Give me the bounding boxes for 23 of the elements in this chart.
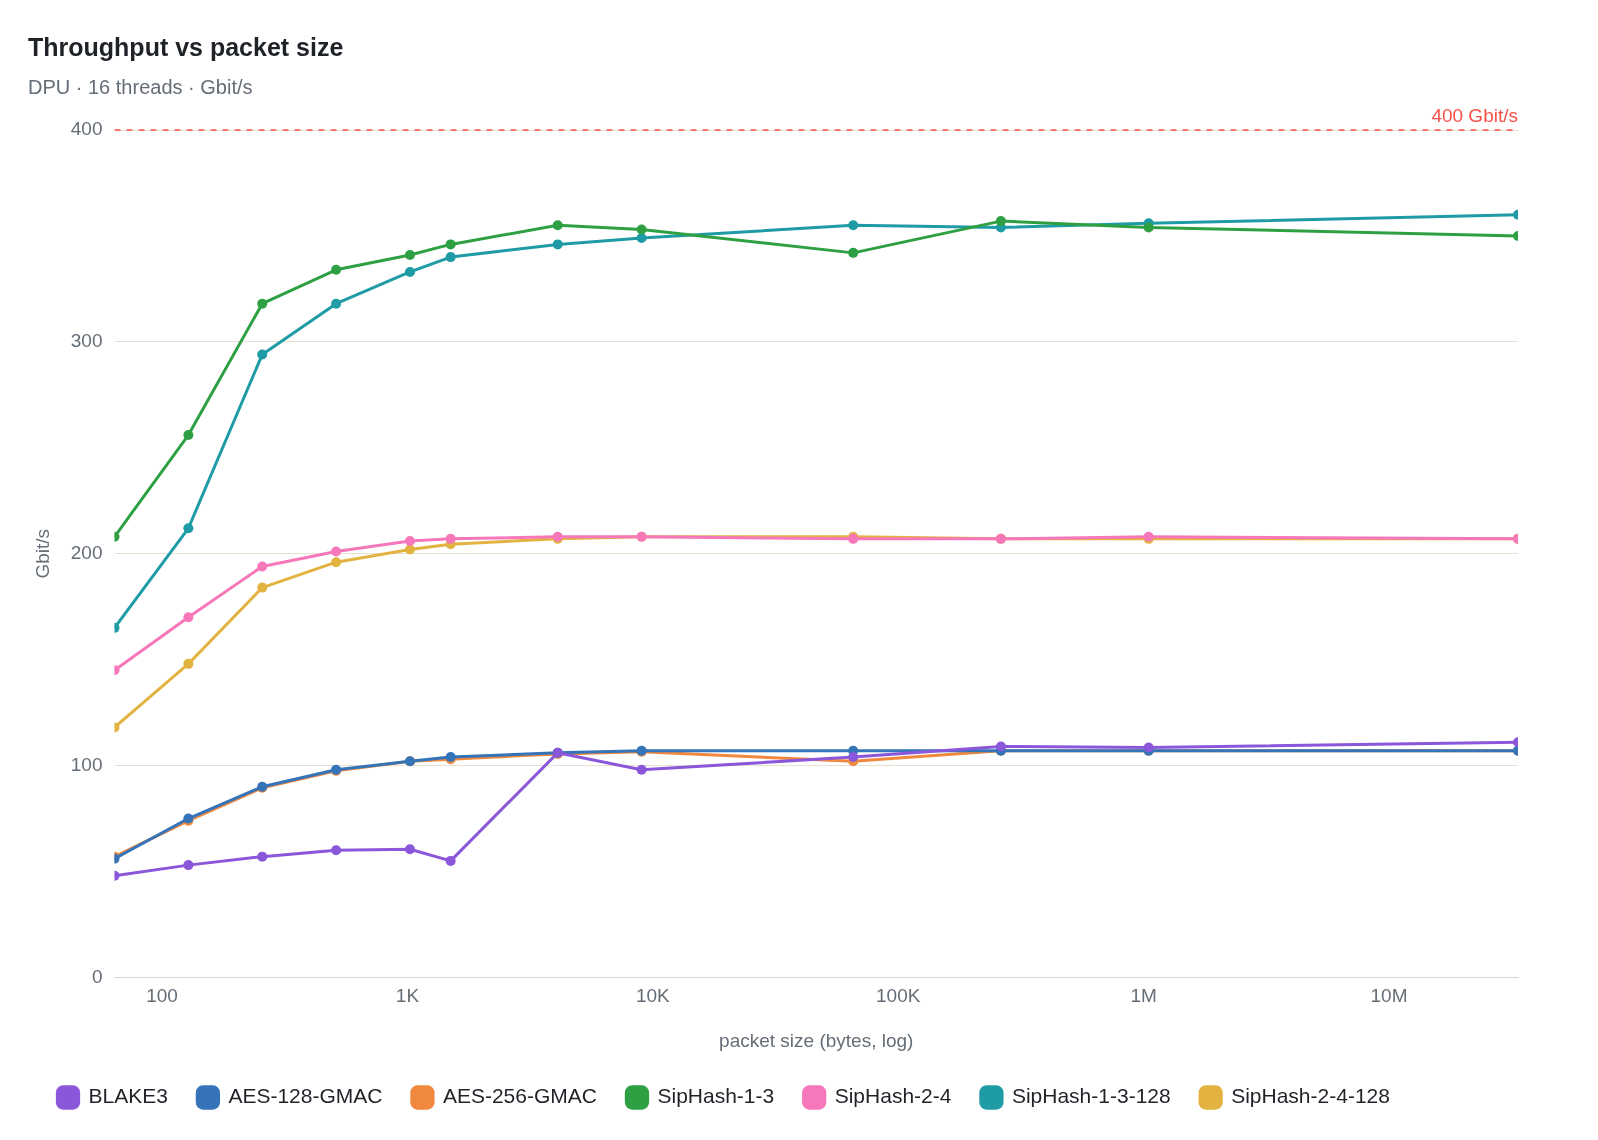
legend-label: AES-128-GMAC [228, 1084, 383, 1108]
legend-label: AES-256-GMAC [442, 1084, 597, 1108]
y-axis-title: Gbit/s [31, 528, 53, 579]
legend-label: SipHash-1-3 [657, 1084, 775, 1108]
x-tick-label: 10M [1370, 985, 1408, 1007]
x-tick-label: 100K [876, 985, 921, 1007]
legend-label: SipHash-2-4 [834, 1084, 952, 1108]
y-tick-label: 300 [70, 330, 103, 352]
ref-line-label: 400 Gbit/s [1431, 104, 1518, 126]
legend-label: SipHash-2-4-128 [1231, 1084, 1390, 1108]
x-tick-label: 100 [146, 985, 178, 1007]
x-tick-label: 1K [395, 985, 420, 1007]
x-tick-label: 10K [635, 985, 671, 1007]
legend-label: SipHash-1-3-128 [1011, 1084, 1171, 1108]
y-tick-label: 200 [70, 541, 103, 563]
legend-label: BLAKE3 [88, 1084, 168, 1108]
chart-subtitle: DPU · 16 threads · Gbit/s [28, 75, 253, 98]
x-tick-label: 1M [1130, 985, 1157, 1007]
chart-title: Throughput vs packet size [28, 32, 344, 61]
y-tick-label: 400 [70, 118, 103, 140]
y-tick-label: 100 [70, 753, 103, 775]
y-tick-label: 0 [91, 965, 103, 987]
x-axis-title: packet size (bytes, log) [719, 1029, 914, 1051]
